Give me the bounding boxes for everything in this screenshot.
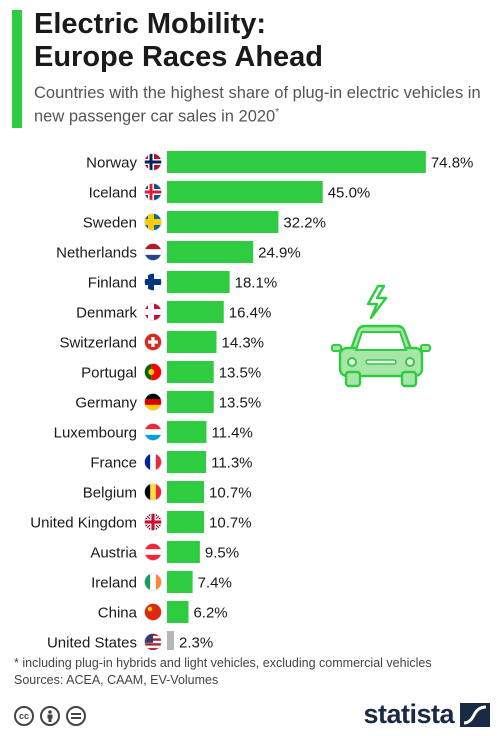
- bar-ireland: [167, 571, 193, 593]
- category-label-sweden: Sweden: [83, 215, 137, 232]
- value-label-austria: 9.5%: [205, 545, 239, 562]
- value-label-finland: 18.1%: [235, 275, 278, 292]
- footnote-text: * including plug-in hybrids and light ve…: [14, 656, 432, 670]
- value-label-ireland: 7.4%: [198, 575, 232, 592]
- flag-germany-icon: [144, 393, 162, 411]
- category-label-netherlands: Netherlands: [56, 245, 137, 262]
- subtitle-footnote-mark: *: [275, 107, 280, 118]
- bar-portugal: [167, 361, 214, 383]
- value-label-denmark: 16.4%: [229, 305, 272, 322]
- flag-belgium-icon: [144, 483, 162, 501]
- bar-switzerland: [167, 331, 217, 353]
- value-label-united-kingdom: 10.7%: [209, 515, 252, 532]
- category-label-austria: Austria: [90, 545, 137, 562]
- title-line-1: Electric Mobility:: [34, 8, 267, 40]
- statista-mark-icon: [460, 703, 490, 727]
- flag-netherlands-icon: [144, 243, 162, 261]
- bar-china: [167, 601, 189, 623]
- flag-sweden-icon: [144, 213, 162, 231]
- category-label-china: China: [98, 605, 138, 622]
- category-label-france: France: [90, 455, 137, 472]
- category-label-portugal: Portugal: [81, 365, 137, 382]
- flag-france-icon: [144, 453, 162, 471]
- flag-china-icon: [144, 603, 162, 621]
- flag-ireland-icon: [144, 573, 162, 591]
- cc-icon: cc: [14, 706, 34, 726]
- chart-subtitle: Countries with the highest share of plug…: [34, 83, 494, 127]
- category-label-iceland: Iceland: [89, 185, 137, 202]
- bar-germany: [167, 391, 214, 413]
- flag-switzerland-icon: [144, 333, 162, 351]
- category-label-united-kingdom: United Kingdom: [30, 515, 137, 532]
- bar-netherlands: [167, 241, 254, 263]
- value-label-united-states: 2.3%: [179, 635, 213, 651]
- category-label-germany: Germany: [75, 395, 137, 412]
- flag-luxembourg-icon: [144, 423, 162, 441]
- footnote: * including plug-in hybrids and light ve…: [14, 655, 494, 689]
- flag-united-states-icon: [144, 633, 162, 650]
- bar-sweden: [167, 211, 279, 233]
- value-label-china: 6.2%: [193, 605, 227, 622]
- statista-logo[interactable]: statista: [335, 699, 490, 729]
- value-label-sweden: 32.2%: [283, 215, 326, 232]
- bar-denmark: [167, 301, 224, 323]
- value-label-norway: 74.8%: [431, 155, 474, 172]
- category-label-belgium: Belgium: [83, 485, 137, 502]
- chart-title: Electric Mobility: Europe Races Ahead: [34, 8, 484, 74]
- value-label-germany: 13.5%: [219, 395, 262, 412]
- value-label-belgium: 10.7%: [209, 485, 252, 502]
- flag-austria-icon: [144, 543, 162, 561]
- category-label-switzerland: Switzerland: [59, 335, 137, 352]
- bar-united-kingdom: [167, 511, 205, 533]
- bar-france: [167, 451, 207, 473]
- license-icons: cc: [14, 706, 86, 726]
- value-label-luxembourg: 11.4%: [211, 425, 252, 442]
- bar-norway: [167, 151, 426, 173]
- brand-name: statista: [363, 699, 454, 729]
- flag-finland-icon: [144, 273, 162, 291]
- category-label-ireland: Ireland: [91, 575, 137, 592]
- electric-car-icon: [331, 284, 431, 388]
- flag-iceland-icon: [144, 183, 162, 201]
- subtitle-text: Countries with the highest share of plug…: [34, 84, 481, 126]
- bar-belgium: [167, 481, 205, 503]
- category-label-denmark: Denmark: [76, 305, 137, 322]
- sources-text: Sources: ACEA, CAAM, EV-Volumes: [14, 673, 219, 687]
- bar-austria: [167, 541, 200, 563]
- flag-norway-icon: [144, 153, 162, 171]
- flag-denmark-icon: [144, 303, 162, 321]
- bar-united-states: [167, 631, 174, 650]
- value-label-switzerland: 14.3%: [221, 335, 264, 352]
- title-accent-bar: [12, 10, 22, 128]
- category-label-norway: Norway: [86, 155, 137, 172]
- bar-chart: Norway 74.8% Iceland 45.0% Sweden 32.2% Nether…: [30, 151, 474, 651]
- by-icon: [40, 706, 60, 726]
- flag-portugal-icon: [144, 363, 162, 381]
- bar-iceland: [167, 181, 323, 203]
- value-label-netherlands: 24.9%: [258, 245, 301, 262]
- bar-luxembourg: [167, 421, 207, 443]
- category-label-united-states: United States: [47, 635, 137, 651]
- title-line-2: Europe Races Ahead: [34, 41, 324, 73]
- bar-finland: [167, 271, 230, 293]
- flag-united-kingdom-icon: [144, 513, 162, 531]
- value-label-france: 11.3%: [211, 455, 252, 472]
- value-label-iceland: 45.0%: [328, 185, 371, 202]
- category-label-finland: Finland: [88, 275, 137, 292]
- value-label-portugal: 13.5%: [219, 365, 262, 382]
- nd-icon: [66, 706, 86, 726]
- category-label-luxembourg: Luxembourg: [54, 425, 137, 442]
